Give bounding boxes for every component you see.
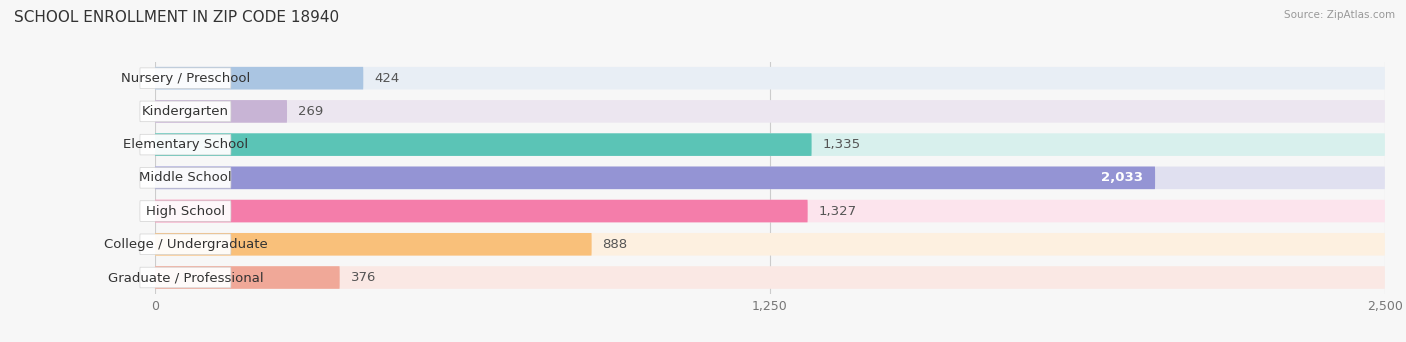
FancyBboxPatch shape (155, 133, 811, 156)
FancyBboxPatch shape (155, 167, 1385, 189)
FancyBboxPatch shape (141, 201, 231, 221)
Text: 888: 888 (603, 238, 627, 251)
Text: 1,335: 1,335 (823, 138, 860, 151)
Text: Elementary School: Elementary School (122, 138, 247, 151)
Text: 269: 269 (298, 105, 323, 118)
Text: 376: 376 (350, 271, 375, 284)
FancyBboxPatch shape (155, 200, 807, 222)
FancyBboxPatch shape (141, 267, 231, 288)
Text: 424: 424 (374, 72, 399, 85)
FancyBboxPatch shape (141, 134, 231, 155)
Text: SCHOOL ENROLLMENT IN ZIP CODE 18940: SCHOOL ENROLLMENT IN ZIP CODE 18940 (14, 10, 339, 25)
FancyBboxPatch shape (141, 68, 231, 89)
FancyBboxPatch shape (155, 233, 592, 255)
FancyBboxPatch shape (155, 67, 1385, 90)
Text: Middle School: Middle School (139, 171, 232, 184)
FancyBboxPatch shape (155, 167, 1156, 189)
Text: Nursery / Preschool: Nursery / Preschool (121, 72, 250, 85)
Text: Source: ZipAtlas.com: Source: ZipAtlas.com (1284, 10, 1395, 20)
FancyBboxPatch shape (155, 200, 1385, 222)
FancyBboxPatch shape (155, 67, 363, 90)
Text: High School: High School (146, 205, 225, 218)
Text: College / Undergraduate: College / Undergraduate (104, 238, 267, 251)
FancyBboxPatch shape (155, 266, 1385, 289)
FancyBboxPatch shape (141, 168, 231, 188)
FancyBboxPatch shape (155, 100, 287, 123)
Text: 1,327: 1,327 (818, 205, 856, 218)
FancyBboxPatch shape (141, 101, 231, 122)
FancyBboxPatch shape (155, 133, 1385, 156)
Text: Kindergarten: Kindergarten (142, 105, 229, 118)
Text: Graduate / Professional: Graduate / Professional (108, 271, 263, 284)
FancyBboxPatch shape (155, 266, 340, 289)
Text: 2,033: 2,033 (1101, 171, 1143, 184)
FancyBboxPatch shape (155, 100, 1385, 123)
FancyBboxPatch shape (141, 234, 231, 254)
FancyBboxPatch shape (155, 233, 1385, 255)
